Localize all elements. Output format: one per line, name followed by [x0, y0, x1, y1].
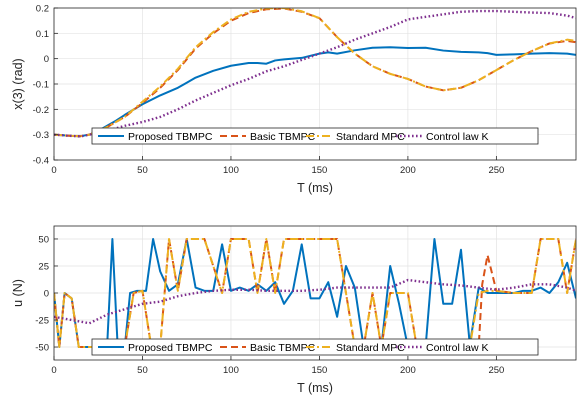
- bottom-chart-y-tick-label: -25: [35, 316, 49, 327]
- top-chart-y-tick-label: 0: [44, 54, 49, 65]
- top-chart-legend-label: Standard MPC: [336, 131, 405, 143]
- bottom-chart-ticks: 0 50 100 150 200 250 -50 -25 0 25 50: [35, 234, 504, 376]
- bottom-chart-legend-label: Proposed TBMPC: [128, 342, 213, 354]
- top-chart-y-tick-label: -0.2: [33, 105, 49, 116]
- top-chart-x-tick-label: 0: [51, 165, 56, 176]
- top-chart-y-tick-label: -0.3: [33, 130, 49, 141]
- top-chart-y-tick-label: -0.4: [33, 156, 49, 167]
- top-chart-x-tick-label: 150: [311, 165, 327, 176]
- top-chart-y-tick-label: 0.2: [36, 4, 49, 15]
- bottom-chart-series-standard-mpc: [54, 237, 576, 349]
- top-chart-x-axis-label: T (ms): [297, 181, 333, 195]
- bottom-chart-x-tick-label: 50: [137, 365, 148, 376]
- top-chart-series-standard-mpc: [54, 8, 576, 138]
- top-chart-legend-box: [91, 127, 539, 145]
- top-chart-y-tick-label: -0.1: [33, 80, 49, 91]
- bottom-chart-y-tick-label: 0: [44, 289, 49, 300]
- bottom-chart-y-axis-label: u (N): [11, 279, 25, 307]
- top-chart-x-tick-label: 200: [400, 165, 416, 176]
- bottom-chart-legend-box: [91, 338, 539, 356]
- bottom-chart-x-tick-label: 200: [400, 365, 416, 376]
- top-chart-x-tick-label: 50: [137, 165, 148, 176]
- bottom-chart-y-tick-label: -50: [35, 343, 49, 354]
- top-chart-y-tick-label: 0.1: [36, 29, 49, 40]
- top-chart-x-tick-label: 250: [488, 165, 504, 176]
- top-chart-legend-label: Proposed TBMPC: [128, 131, 213, 143]
- top-chart-series-control-law-k: [54, 9, 576, 138]
- bottom-chart-legend-label: Standard MPC: [336, 342, 405, 354]
- bottom-chart-legend: Proposed TBMPC Basic TBMPC Standard MPC Con…: [91, 338, 539, 356]
- top-chart-series-proposed-tbmpc: [54, 46, 576, 138]
- top-chart-x-tick-label: 100: [223, 165, 239, 176]
- top-chart-legend: Proposed TBMPC Basic TBMPC Standard MPC Con…: [91, 127, 539, 145]
- top-chart-legend-label: Basic TBMPC: [250, 131, 316, 143]
- top-chart: 0 50 100 150 200 250 -0.4 -0.3 -0.2 -0.1 0 0.1 0.2 T…: [11, 4, 577, 195]
- bottom-chart-x-tick-label: 150: [311, 365, 327, 376]
- bottom-chart-x-tick-label: 0: [51, 365, 56, 376]
- bottom-chart-x-tick-label: 250: [488, 365, 504, 376]
- bottom-chart-y-tick-label: 50: [38, 234, 49, 245]
- top-chart-series: [54, 8, 576, 138]
- bottom-chart-y-tick-label: 25: [38, 261, 49, 272]
- bottom-chart-legend-label: Control law K: [426, 342, 488, 354]
- top-chart-legend-label: Control law K: [426, 131, 488, 143]
- top-chart-y-axis-label: x(3) (rad): [11, 58, 25, 109]
- bottom-chart-series-control-law-k: [54, 278, 576, 325]
- bottom-chart-x-tick-label: 100: [223, 365, 239, 376]
- bottom-chart-series: [54, 237, 576, 349]
- top-chart-ticks: 0 50 100 150 200 250 -0.4 -0.3 -0.2 -0.1 0 0.1 0.2: [33, 4, 505, 177]
- bottom-chart-x-axis-label: T (ms): [297, 381, 333, 395]
- bottom-chart-legend-label: Basic TBMPC: [250, 342, 316, 354]
